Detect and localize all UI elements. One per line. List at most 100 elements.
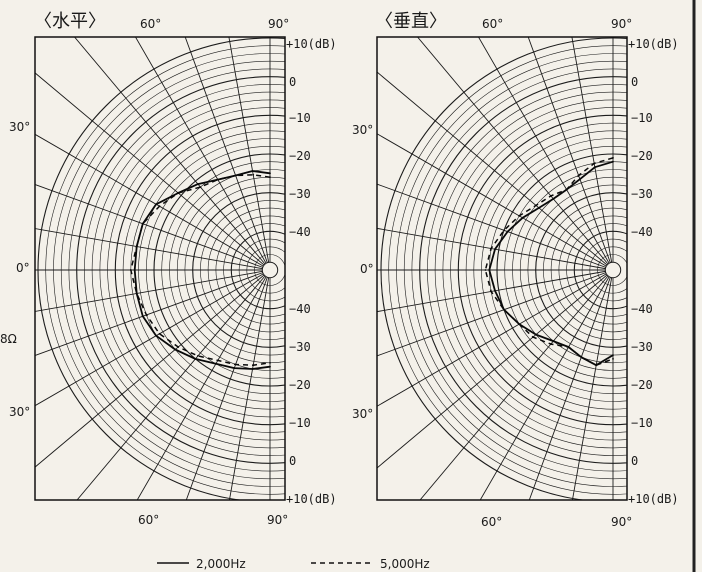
series-point (155, 334, 158, 337)
series-point (269, 365, 271, 368)
v-db-label-10: 0 (631, 454, 638, 468)
series-point (593, 162, 596, 165)
series-point (518, 215, 521, 217)
series-point (550, 343, 552, 345)
legend-2000hz-label: 2,000Hz (196, 557, 246, 571)
series-point (216, 178, 219, 181)
series-point (197, 355, 199, 357)
grid-spoke-70 (35, 184, 271, 271)
series-point (612, 157, 614, 159)
grid-spoke-150 (136, 269, 271, 500)
grid-spoke-50 (377, 71, 614, 271)
vertical-angle-label-0: 0° (360, 262, 374, 276)
grid-spoke-40 (416, 37, 614, 271)
horizontal-curves (129, 170, 271, 370)
v-db-label-9: −10 (631, 416, 653, 430)
v-db-label-1: 0 (631, 75, 638, 89)
series-point (141, 222, 144, 225)
grid-spoke-80 (35, 228, 271, 271)
series-point (251, 170, 254, 172)
center-disk (604, 261, 622, 279)
series-point (158, 205, 161, 208)
series-point (580, 356, 583, 359)
horizontal-frame (34, 36, 286, 501)
horizontal-polar-panel: 〈水平〉 60° 90° 30° 0° 30° 60° 90° +10(dB) … (9, 11, 337, 527)
vertical-angle-label-60-bottom: 60° (481, 515, 502, 529)
ohm-label: 8Ω (0, 332, 17, 346)
series-point (594, 166, 596, 169)
series-point (567, 346, 570, 348)
series-point (518, 323, 521, 325)
vertical-curves (484, 157, 614, 367)
horizontal-angle-label-90-top: 90° (268, 17, 289, 31)
series-point (535, 204, 537, 207)
series-point (133, 269, 136, 271)
h-db-label-11: +10(dB) (286, 492, 337, 506)
series-point (269, 176, 271, 179)
grid-spoke-30 (477, 37, 614, 271)
v-db-label-6: −40 (631, 302, 653, 316)
horizontal-title: 〈水平〉 (34, 11, 106, 32)
v-db-label-2: −10 (631, 111, 653, 125)
series-point (521, 216, 524, 219)
legend-5000hz-label: 5,000Hz (380, 557, 430, 571)
grid-spoke-30 (134, 37, 271, 271)
series-point (612, 354, 614, 356)
series-point (252, 364, 255, 367)
series-point (503, 229, 505, 232)
series-point (174, 348, 177, 351)
h-db-label-3: −20 (289, 149, 311, 163)
horizontal-angle-label-0: 0° (16, 261, 30, 275)
series-point (488, 269, 491, 271)
vertical-grid (377, 37, 627, 500)
series-point (565, 188, 568, 191)
horizontal-angle-label-30-bottom: 30° (9, 405, 30, 419)
series-point (252, 173, 255, 176)
series-point (577, 174, 580, 177)
series-point (177, 346, 180, 348)
h-db-label-8: −20 (289, 378, 311, 392)
series-point (494, 289, 496, 292)
h-db-label-10: 0 (289, 454, 296, 468)
grid-spoke-100 (377, 269, 614, 313)
series-point (215, 362, 217, 365)
vertical-title: 〈垂直〉 (375, 11, 447, 32)
v-db-label-3: −20 (631, 149, 653, 163)
grid-spoke-80 (377, 227, 614, 271)
vertical-frame (376, 36, 628, 501)
series-point (490, 290, 492, 293)
grid-spoke-70 (377, 183, 614, 271)
grid-spoke-120 (377, 269, 614, 407)
grid-spoke-60 (377, 133, 614, 271)
h-db-label-6: −40 (289, 302, 311, 316)
center-disk (261, 261, 279, 279)
series-point (251, 368, 254, 370)
vertical-angle-label-90-top: 90° (611, 17, 632, 31)
grid-spoke-150 (479, 269, 614, 500)
series-point (484, 269, 487, 271)
grid-spoke-100 (35, 269, 271, 312)
grid-spoke-140 (76, 269, 271, 500)
series-point (234, 174, 237, 177)
v-db-label-7: −30 (631, 340, 653, 354)
series-point (503, 308, 505, 311)
series-point (199, 186, 202, 189)
grid-spoke-130 (377, 269, 614, 469)
series-point (552, 198, 555, 200)
v-db-label-0: +10(dB) (628, 37, 679, 51)
horizontal-angle-label-60-top: 60° (140, 17, 161, 31)
v-db-label-11: +10(dB) (628, 492, 679, 506)
series-point (595, 364, 598, 367)
grid-spoke-160 (528, 269, 614, 500)
vertical-angle-label-60-top: 60° (482, 17, 503, 31)
h-db-label-9: −10 (289, 416, 311, 430)
h-db-label-2: −10 (289, 111, 311, 125)
vertical-angle-label-30-bottom: 30° (352, 407, 373, 421)
horizontal-angle-label-30-top: 30° (9, 120, 30, 134)
grid-spoke-110 (35, 269, 271, 356)
h-db-label-1: 0 (289, 75, 296, 89)
grid-spoke-120 (35, 269, 271, 407)
grid-spoke-160 (185, 269, 271, 500)
h-db-label-5: −40 (289, 225, 311, 239)
grid-spoke-170 (228, 269, 271, 500)
